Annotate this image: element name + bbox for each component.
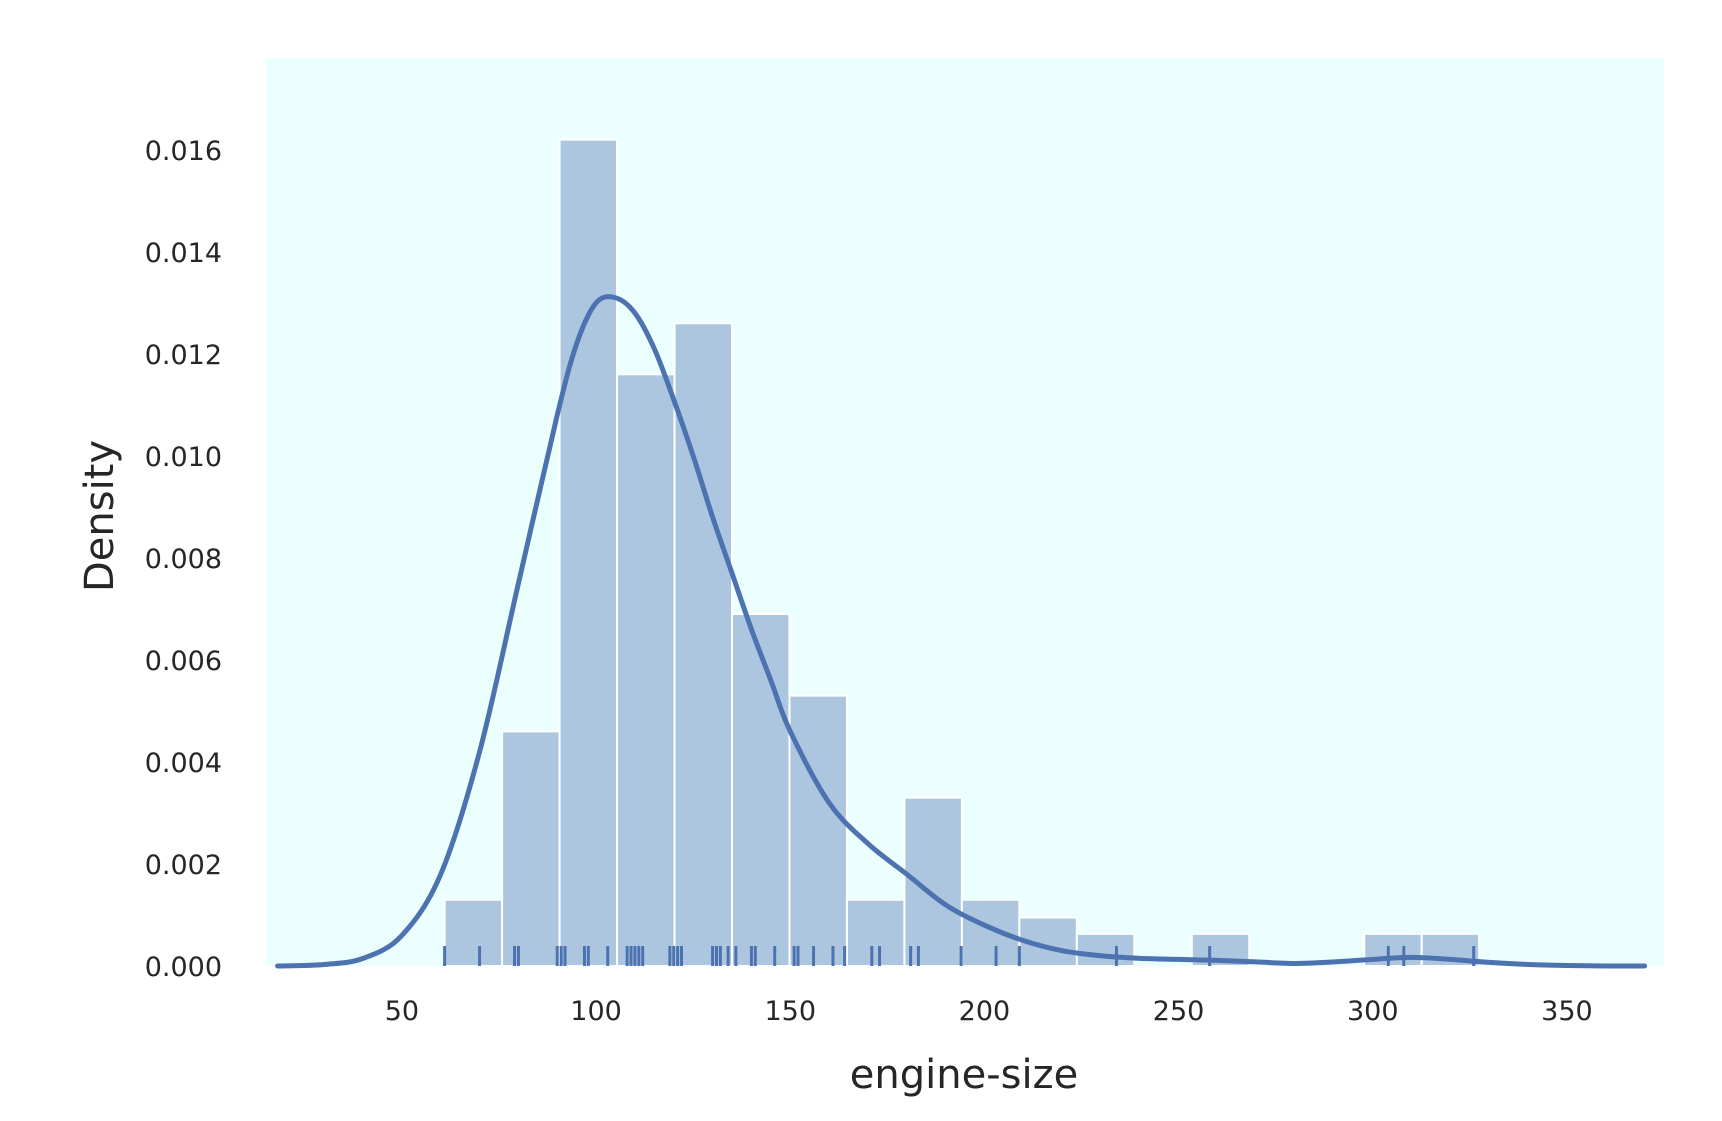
y-tick-label: 0.014 [145, 238, 222, 269]
x-tick-label: 100 [570, 996, 622, 1027]
y-tick-label: 0.004 [145, 748, 222, 779]
y-tick-label: 0.000 [145, 952, 222, 983]
kde-curve [275, 294, 1648, 969]
y-tick-label: 0.008 [145, 544, 222, 575]
histogram-bar [845, 898, 906, 967]
x-tick-label: 350 [1541, 996, 1593, 1027]
y-tick-label: 0.006 [145, 646, 222, 677]
y-tick-label: 0.012 [145, 340, 222, 371]
histogram-bar [788, 694, 848, 967]
histogram-bar [731, 613, 791, 967]
y-axis-ticks: 0.000 0.002 0.004 0.006 0.008 0.010 0.012 0.014… [145, 136, 222, 983]
histogram-bar [443, 898, 504, 967]
histogram-bar [960, 898, 1021, 967]
y-tick-label: 0.016 [145, 136, 222, 167]
plot-area [266, 58, 1664, 966]
x-tick-label: 150 [764, 996, 816, 1027]
histogram-bar [616, 373, 676, 967]
kde-line [275, 294, 1648, 969]
y-tick-label: 0.002 [145, 850, 222, 881]
histogram-bar [501, 730, 561, 968]
x-tick-label: 50 [385, 996, 419, 1027]
x-tick-label: 300 [1347, 996, 1399, 1027]
x-tick-label: 250 [1153, 996, 1205, 1027]
histogram-bar [903, 796, 963, 967]
x-axis-title: engine-size [850, 1052, 1078, 1098]
histogram-bar [1075, 932, 1136, 967]
y-axis-title: Density [77, 440, 123, 592]
y-tick-label: 0.010 [145, 442, 222, 473]
x-axis-ticks: 50 100 150 200 250 300 350 [385, 996, 1593, 1027]
rug-marks [443, 946, 1476, 966]
x-tick-label: 200 [959, 996, 1011, 1027]
histogram-bar [558, 138, 619, 967]
